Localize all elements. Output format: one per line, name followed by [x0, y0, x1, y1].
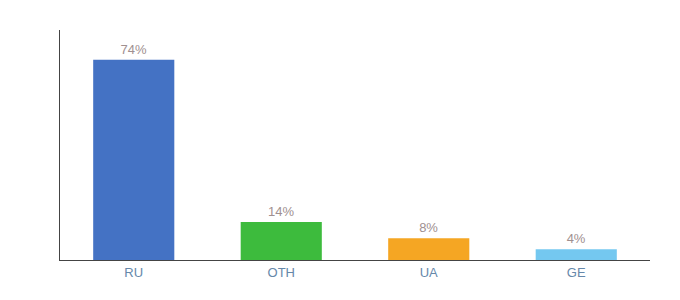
- svg-text:UA: UA: [420, 265, 438, 280]
- svg-text:8%: 8%: [419, 220, 438, 235]
- svg-text:4%: 4%: [567, 231, 586, 246]
- svg-text:OTH: OTH: [268, 265, 295, 280]
- svg-text:RU: RU: [124, 265, 143, 280]
- svg-text:14%: 14%: [268, 204, 294, 219]
- svg-text:74%: 74%: [121, 42, 147, 57]
- svg-text:GE: GE: [567, 265, 586, 280]
